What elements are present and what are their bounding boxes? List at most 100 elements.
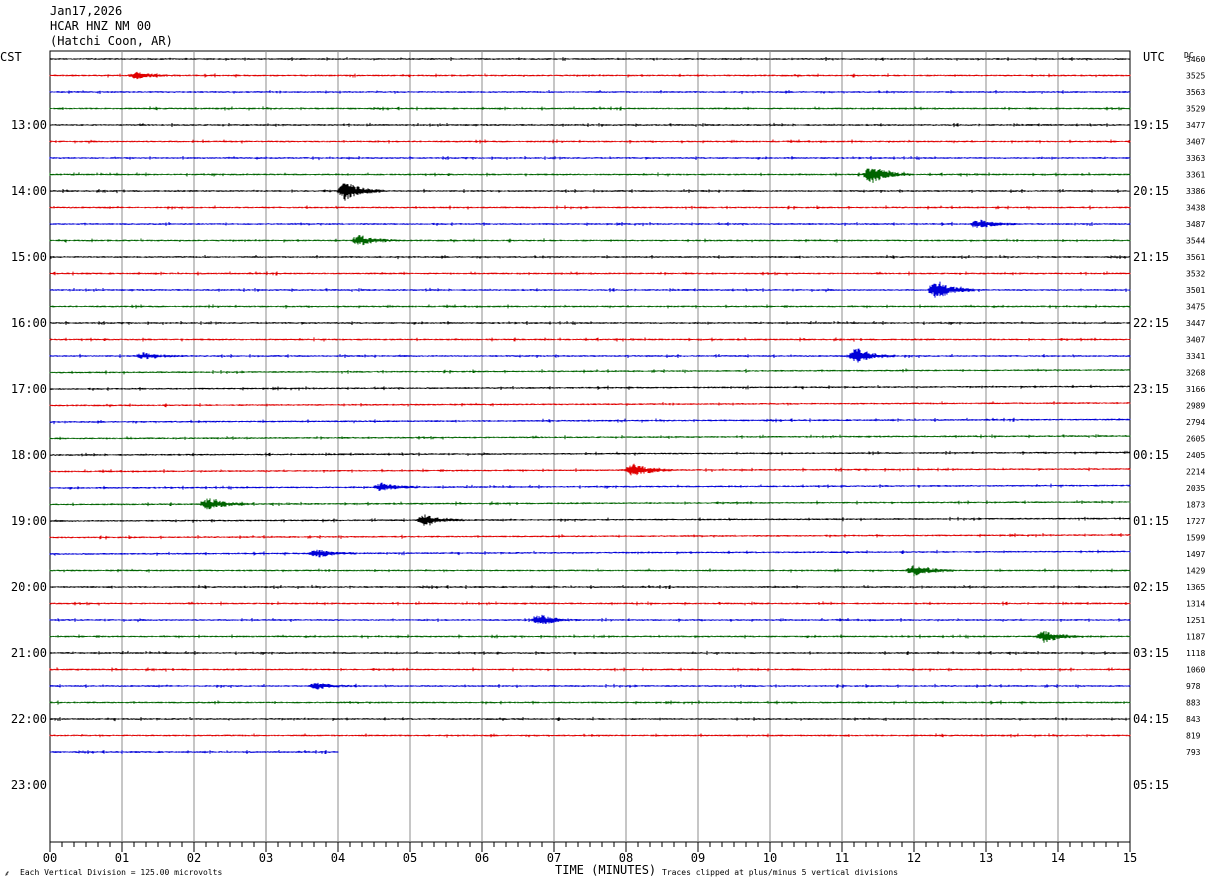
trace-line-1 [49, 71, 1131, 80]
dc-offset-label: 3563 [1186, 88, 1205, 97]
dc-offset-label: 1365 [1186, 583, 1205, 592]
trace-line-36 [49, 650, 1131, 656]
dc-offset-label: 2405 [1186, 451, 1205, 460]
station-code: HCAR HNZ NM 00 [50, 19, 151, 33]
dc-offset-label: 819 [1186, 732, 1201, 741]
dc-offset-label: 3475 [1186, 303, 1205, 312]
x-tick-label: 10 [763, 851, 777, 865]
cst-hour-label: 21:00 [11, 646, 47, 660]
dc-offset-label: 3363 [1186, 154, 1205, 163]
trace-line-6 [49, 155, 1131, 161]
trace-line-40 [49, 716, 1131, 722]
trace-line-22 [49, 417, 1131, 425]
plot-frame [49, 50, 1131, 843]
x-tick-label: 08 [619, 851, 633, 865]
trace-line-14 [49, 281, 1131, 298]
dc-offset-label: 3460 [1186, 55, 1205, 64]
trace-line-28 [49, 514, 1131, 526]
cst-hour-label: 14:00 [11, 184, 47, 198]
trace-line-16 [49, 320, 1131, 326]
utc-hour-label: 04:15 [1133, 712, 1169, 726]
x-tick-label: 15 [1123, 851, 1137, 865]
x-tick-label: 07 [547, 851, 561, 865]
trace-line-23 [49, 434, 1131, 440]
dc-offset-label: 3529 [1186, 105, 1205, 114]
trace-line-9 [49, 205, 1131, 210]
trace-line-25 [49, 463, 1131, 476]
trace-line-11 [49, 235, 1131, 246]
utc-hour-label: 19:15 [1133, 118, 1169, 132]
plot-date: Jan17,2026 [50, 4, 122, 18]
trace-line-17 [49, 337, 1131, 342]
dc-offset-label: 1599 [1186, 534, 1205, 543]
utc-hour-label: 23:15 [1133, 382, 1169, 396]
dc-offset-label: 3407 [1186, 336, 1205, 345]
x-axis-title: TIME (MINUTES) [555, 863, 656, 877]
seismic-traces [49, 56, 1131, 755]
utc-hour-label: 21:15 [1133, 250, 1169, 264]
trace-line-13 [49, 271, 1131, 276]
trace-line-8 [49, 183, 1131, 201]
dc-offset-label: 3361 [1186, 171, 1205, 180]
dc-offset-label: 1251 [1186, 616, 1205, 625]
trace-line-29 [49, 533, 1131, 540]
cst-hour-label: 17:00 [11, 382, 47, 396]
trace-line-19 [49, 368, 1131, 375]
trace-line-41 [49, 733, 1131, 738]
dc-offset-label: 793 [1186, 748, 1201, 757]
scale-mark-icon: ⸙ [4, 869, 10, 878]
trace-line-35 [49, 631, 1131, 643]
x-tick-label: 03 [259, 851, 273, 865]
cst-hour-label: 16:00 [11, 316, 47, 330]
dc-offset-label: 843 [1186, 715, 1201, 724]
x-tick-label: 01 [115, 851, 129, 865]
trace-line-4 [49, 122, 1131, 128]
x-tick-label: 12 [907, 851, 921, 865]
trace-line-2 [49, 89, 1131, 95]
dc-offset-label: 3407 [1186, 138, 1205, 147]
dc-offset-label: 2035 [1186, 484, 1205, 493]
dc-offset-label: 3544 [1186, 237, 1205, 246]
trace-line-5 [49, 139, 1131, 144]
trace-line-18 [49, 348, 1131, 363]
trace-line-27 [49, 498, 1131, 510]
cst-hour-label: 22:00 [11, 712, 47, 726]
x-tick-label: 14 [1051, 851, 1065, 865]
dc-offset-label: 3438 [1186, 204, 1205, 213]
scale-note: Each Vertical Division = 125.00 microvol… [20, 868, 222, 877]
dc-offset-label: 1727 [1186, 517, 1205, 526]
cst-hour-label: 15:00 [11, 250, 47, 264]
trace-line-37 [49, 667, 1131, 672]
left-axis-label: CST [0, 50, 22, 64]
trace-line-39 [49, 700, 1131, 705]
dc-offset-label: 3532 [1186, 270, 1205, 279]
dc-offset-label: 2989 [1186, 402, 1205, 411]
trace-line-12 [49, 254, 1131, 260]
dc-label: DC [1184, 51, 1194, 60]
station-location: (Hatchi Coon, AR) [50, 34, 173, 48]
right-axis-label: UTC [1143, 50, 1165, 64]
utc-hour-label: 22:15 [1133, 316, 1169, 330]
cst-hour-labels: 13:00 14:00 15:00 16:00 17:00 18:00 19:00 20:00… [11, 118, 47, 792]
trace-line-0 [49, 56, 1131, 62]
x-tick-label: 06 [475, 851, 489, 865]
x-axis-ticks: 00 01 02 03 04 05 06 07 08 09 10 11 12 13 14 15 [43, 842, 1137, 865]
utc-hour-label: 02:15 [1133, 580, 1169, 594]
x-tick-label: 02 [187, 851, 201, 865]
trace-line-38 [49, 682, 1131, 690]
trace-line-42 [49, 749, 339, 755]
trace-line-21 [49, 401, 1131, 408]
dc-offset-label: 2605 [1186, 435, 1205, 444]
utc-hour-label: 03:15 [1133, 646, 1169, 660]
cst-hour-label: 20:00 [11, 580, 47, 594]
dc-offset-label: 3341 [1186, 352, 1205, 361]
x-tick-label: 00 [43, 851, 57, 865]
dc-offset-label: 3166 [1186, 385, 1205, 394]
dc-offset-label: 1429 [1186, 567, 1205, 576]
dc-offset-label: 2794 [1186, 418, 1205, 427]
x-tick-label: 09 [691, 851, 705, 865]
dc-offset-label: 2214 [1186, 468, 1205, 477]
trace-line-31 [49, 565, 1131, 577]
utc-hour-labels: 19:15 20:15 21:15 22:15 23:15 00:15 01:15 02:15… [1133, 118, 1169, 792]
minute-gridlines [121, 51, 1059, 842]
